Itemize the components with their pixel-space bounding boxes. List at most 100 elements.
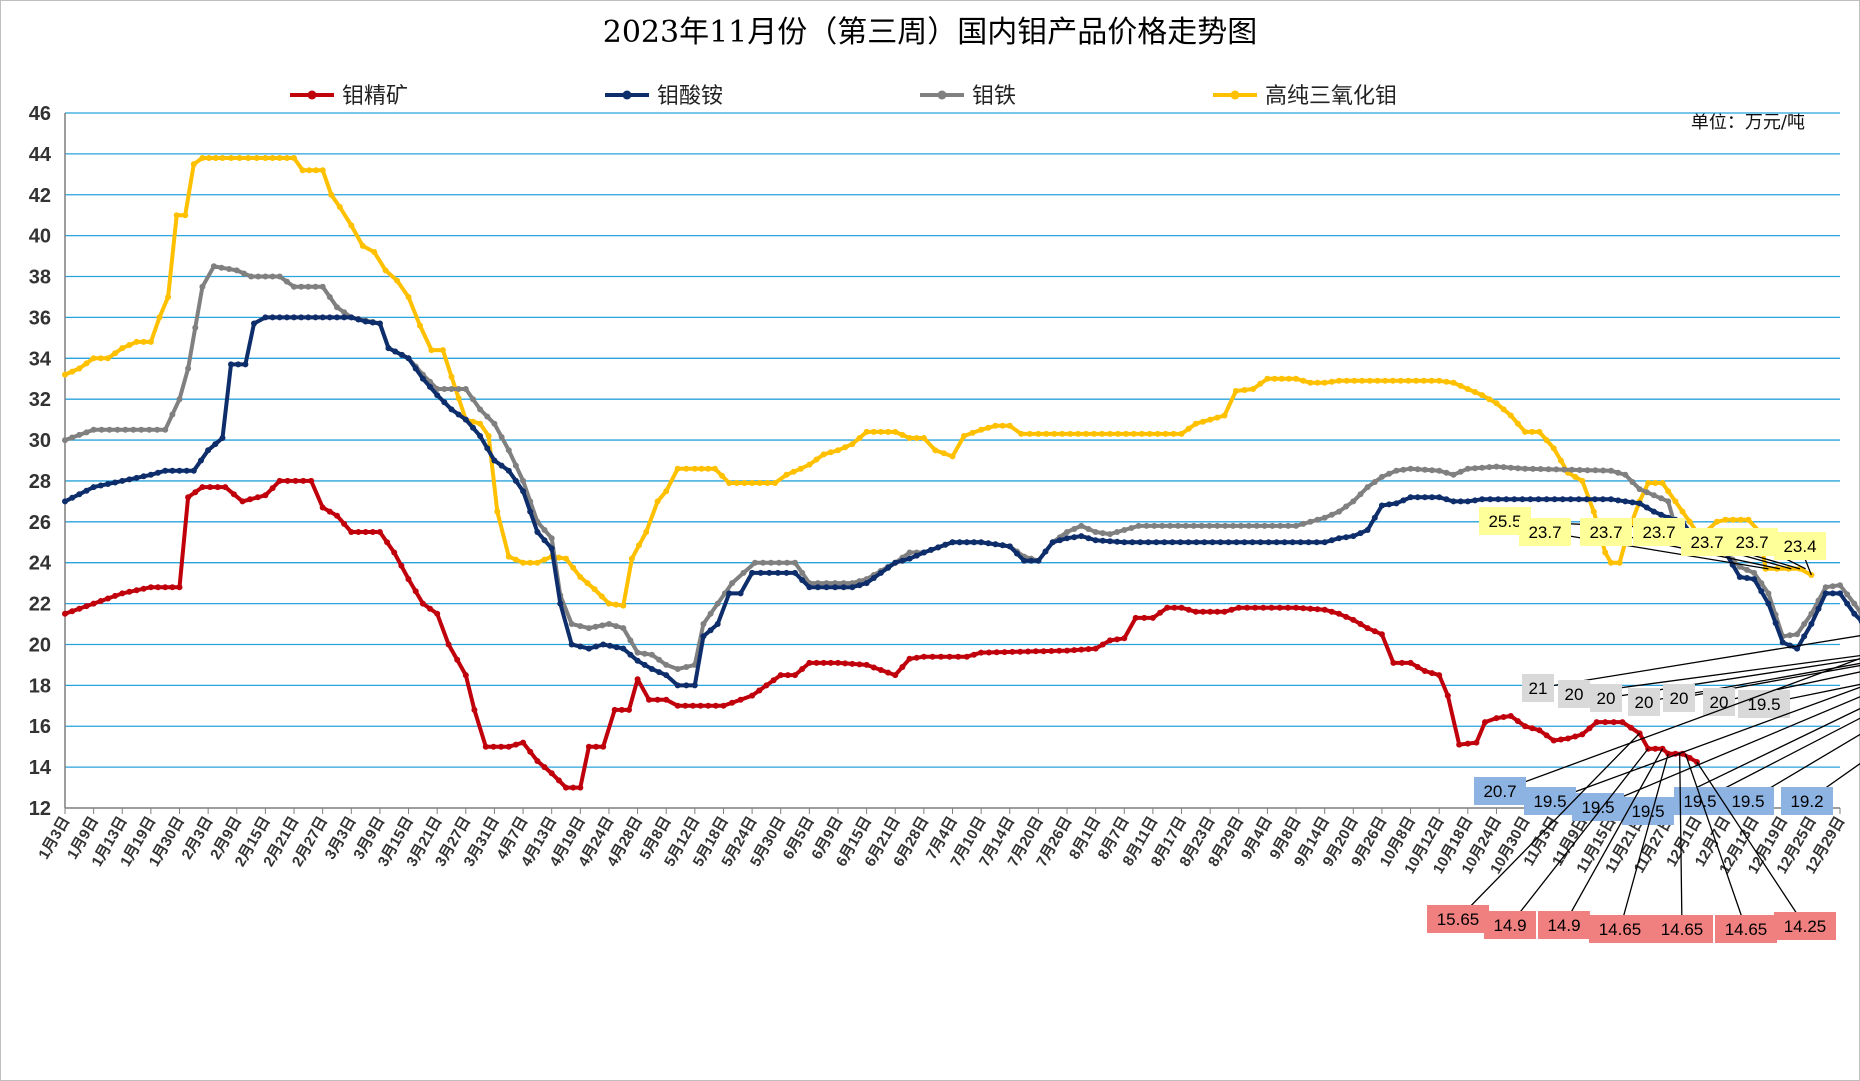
data-point xyxy=(969,429,976,436)
data-point xyxy=(1128,525,1135,531)
series-group xyxy=(62,314,1860,689)
data-label: 14.25 xyxy=(1784,917,1827,936)
data-point xyxy=(1730,516,1737,523)
data-point xyxy=(1815,605,1822,612)
data-point xyxy=(827,449,834,456)
data-label: 23.7 xyxy=(1735,533,1768,552)
data-point xyxy=(62,498,68,505)
data-point xyxy=(1567,496,1574,503)
data-point xyxy=(391,549,398,556)
data-point xyxy=(534,529,541,535)
data-point xyxy=(1464,498,1471,505)
data-point xyxy=(154,426,161,433)
data-point xyxy=(454,656,461,663)
data-point xyxy=(1429,494,1435,501)
data-point xyxy=(1364,625,1371,632)
data-point xyxy=(1450,379,1457,386)
data-point xyxy=(1161,539,1168,546)
data-point xyxy=(618,706,625,713)
data-point xyxy=(445,641,452,648)
data-point xyxy=(369,319,376,326)
data-point xyxy=(591,586,598,593)
data-point xyxy=(726,590,733,597)
data-point xyxy=(276,155,283,161)
data-point xyxy=(756,480,763,486)
data-point xyxy=(721,590,728,597)
data-point xyxy=(814,580,821,587)
data-label: 14.65 xyxy=(1661,920,1704,939)
legend-swatch-marker xyxy=(622,90,632,100)
data-point xyxy=(1059,430,1066,437)
data-point xyxy=(1545,466,1552,473)
data-point xyxy=(1083,430,1090,437)
data-point xyxy=(527,748,534,755)
data-label-box xyxy=(1622,797,1674,825)
data-point xyxy=(482,743,489,750)
data-point xyxy=(185,494,192,501)
data-point xyxy=(1185,425,1192,432)
data-point xyxy=(498,743,505,750)
data-point xyxy=(269,155,276,161)
legend-item: 钼酸铵 xyxy=(605,84,723,109)
data-point xyxy=(126,476,133,483)
y-tick-label: 32 xyxy=(29,389,51,411)
data-point xyxy=(1413,377,1420,384)
data-point xyxy=(1736,563,1743,570)
data-point xyxy=(69,368,76,375)
data-point xyxy=(1851,610,1858,617)
data-point xyxy=(813,659,820,666)
data-point xyxy=(254,494,261,501)
data-point xyxy=(262,314,269,321)
data-point xyxy=(577,643,584,650)
data-point xyxy=(1178,430,1185,437)
data-point xyxy=(1650,492,1657,499)
data-point xyxy=(1078,646,1085,653)
data-point xyxy=(1829,583,1836,590)
data-point xyxy=(512,741,519,748)
data-point xyxy=(1237,522,1244,529)
data-point xyxy=(1543,732,1550,739)
data-point xyxy=(448,386,455,392)
data-point xyxy=(563,555,569,562)
data-point xyxy=(455,395,462,402)
data-point xyxy=(784,672,791,679)
data-point xyxy=(90,484,97,491)
data-point xyxy=(1616,559,1623,566)
data-point xyxy=(870,575,877,581)
data-point xyxy=(1536,428,1543,435)
data-label-box xyxy=(1524,787,1576,815)
data-point xyxy=(284,477,291,484)
data-point xyxy=(162,467,169,474)
data-point xyxy=(1592,467,1599,474)
data-point xyxy=(698,465,705,472)
data-point xyxy=(405,355,412,362)
data-point xyxy=(1343,613,1350,620)
data-point xyxy=(1507,464,1514,471)
data-point xyxy=(641,661,648,668)
data-point xyxy=(1359,377,1366,384)
data-point xyxy=(1808,621,1815,627)
data-point xyxy=(1464,386,1471,392)
data-point xyxy=(707,627,714,634)
data-point xyxy=(1328,537,1335,544)
data-point xyxy=(799,569,806,576)
data-point xyxy=(269,273,276,280)
data-point xyxy=(156,314,163,321)
data-point xyxy=(1421,466,1428,473)
data-point xyxy=(1628,724,1634,731)
data-point xyxy=(1193,539,1200,546)
data-point xyxy=(1141,614,1148,621)
data-point xyxy=(1192,608,1199,615)
data-point xyxy=(1357,530,1364,537)
data-point xyxy=(783,569,790,576)
data-point xyxy=(1121,527,1128,533)
data-point xyxy=(620,645,627,652)
data-point xyxy=(1686,754,1693,761)
data-point xyxy=(1252,604,1259,611)
data-point xyxy=(308,477,315,484)
data-point xyxy=(1114,430,1121,437)
data-point xyxy=(355,529,362,535)
data-labels: 25.523.7 23.7 23.723.7 23.7 23.421 20 20 20 20 20… xyxy=(1427,507,1860,943)
data-point xyxy=(863,428,870,435)
data-point xyxy=(1364,527,1371,533)
